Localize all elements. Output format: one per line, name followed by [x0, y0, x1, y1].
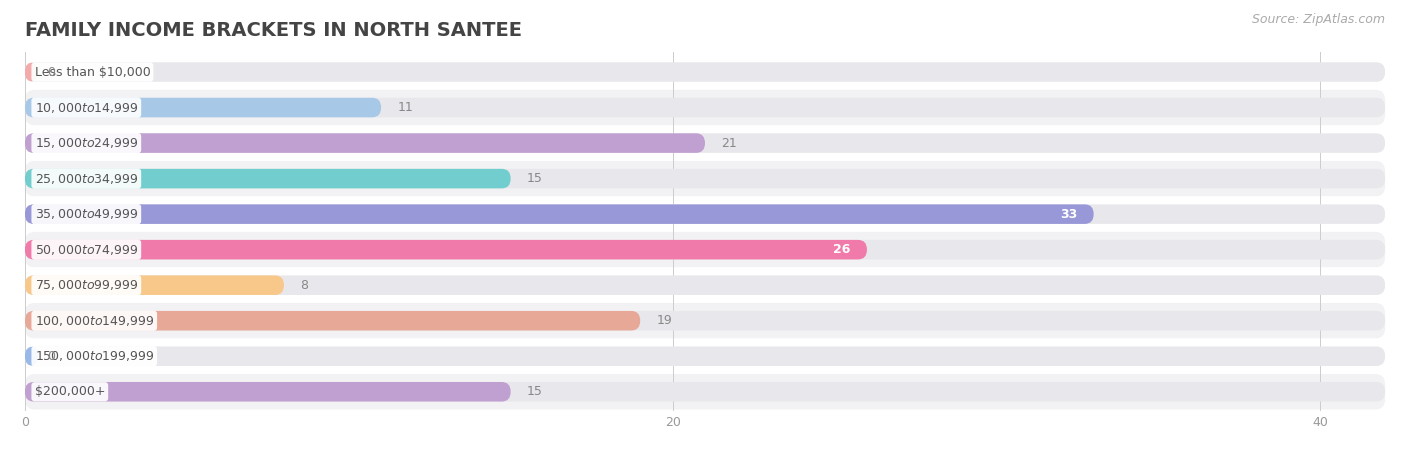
Text: 21: 21	[721, 137, 737, 149]
FancyBboxPatch shape	[25, 133, 1385, 153]
FancyBboxPatch shape	[25, 90, 1385, 126]
FancyBboxPatch shape	[25, 98, 381, 117]
FancyBboxPatch shape	[25, 232, 1385, 267]
FancyBboxPatch shape	[25, 240, 1385, 260]
FancyBboxPatch shape	[25, 62, 1385, 82]
FancyBboxPatch shape	[25, 311, 1385, 330]
FancyBboxPatch shape	[25, 311, 640, 330]
Text: 8: 8	[299, 279, 308, 292]
FancyBboxPatch shape	[25, 169, 510, 189]
FancyBboxPatch shape	[25, 169, 1385, 189]
FancyBboxPatch shape	[25, 346, 38, 366]
Text: $200,000+: $200,000+	[35, 385, 105, 398]
Text: 0: 0	[48, 66, 55, 79]
FancyBboxPatch shape	[25, 346, 1385, 366]
FancyBboxPatch shape	[25, 303, 1385, 338]
FancyBboxPatch shape	[25, 275, 1385, 295]
Text: $150,000 to $199,999: $150,000 to $199,999	[35, 349, 155, 363]
FancyBboxPatch shape	[25, 126, 1385, 161]
FancyBboxPatch shape	[25, 382, 510, 401]
Text: 0: 0	[48, 350, 55, 363]
Text: $15,000 to $24,999: $15,000 to $24,999	[35, 136, 138, 150]
FancyBboxPatch shape	[25, 204, 1094, 224]
Text: 15: 15	[527, 385, 543, 398]
Text: $100,000 to $149,999: $100,000 to $149,999	[35, 314, 155, 328]
FancyBboxPatch shape	[25, 267, 1385, 303]
Text: 33: 33	[1060, 207, 1077, 220]
FancyBboxPatch shape	[25, 338, 1385, 374]
Text: $50,000 to $74,999: $50,000 to $74,999	[35, 243, 138, 256]
Text: Source: ZipAtlas.com: Source: ZipAtlas.com	[1251, 14, 1385, 27]
FancyBboxPatch shape	[25, 98, 1385, 117]
Text: $25,000 to $34,999: $25,000 to $34,999	[35, 171, 138, 185]
FancyBboxPatch shape	[25, 54, 1385, 90]
FancyBboxPatch shape	[25, 196, 1385, 232]
Text: Less than $10,000: Less than $10,000	[35, 66, 150, 79]
Text: 26: 26	[834, 243, 851, 256]
FancyBboxPatch shape	[25, 133, 704, 153]
FancyBboxPatch shape	[25, 240, 868, 260]
Text: $35,000 to $49,999: $35,000 to $49,999	[35, 207, 138, 221]
Text: $75,000 to $99,999: $75,000 to $99,999	[35, 278, 138, 292]
Text: 11: 11	[398, 101, 413, 114]
Text: 19: 19	[657, 314, 672, 327]
FancyBboxPatch shape	[25, 275, 284, 295]
FancyBboxPatch shape	[25, 62, 38, 82]
FancyBboxPatch shape	[25, 161, 1385, 196]
FancyBboxPatch shape	[25, 382, 1385, 401]
FancyBboxPatch shape	[25, 374, 1385, 410]
Text: $10,000 to $14,999: $10,000 to $14,999	[35, 100, 138, 115]
Text: 15: 15	[527, 172, 543, 185]
FancyBboxPatch shape	[25, 204, 1385, 224]
Text: FAMILY INCOME BRACKETS IN NORTH SANTEE: FAMILY INCOME BRACKETS IN NORTH SANTEE	[25, 21, 522, 40]
